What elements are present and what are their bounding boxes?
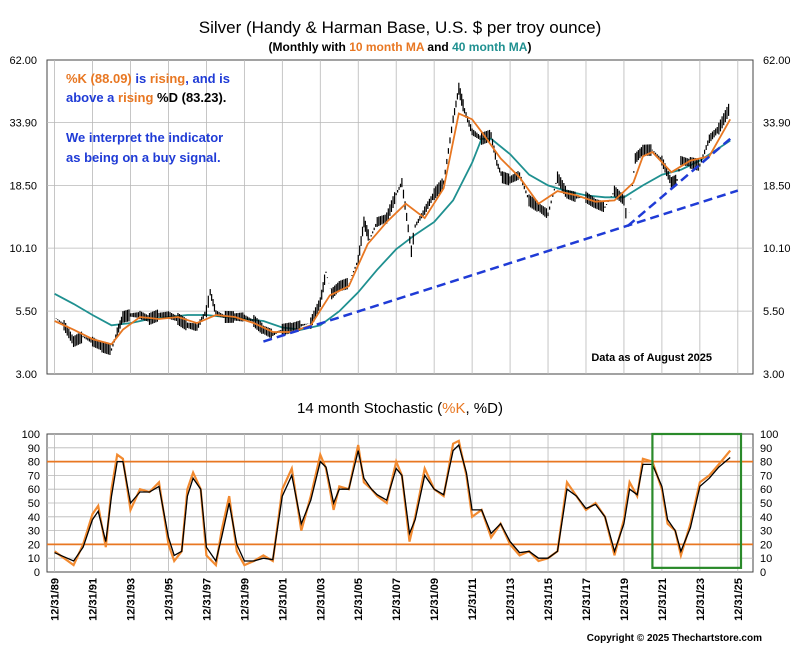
subtitle-middle: and: [424, 40, 452, 54]
stoch-y-tick-left-8: 80: [28, 457, 40, 469]
annotation-line-4: as being on a buy signal.: [66, 150, 221, 165]
stoch-title-prefix: 14 month Stochastic (: [297, 400, 442, 417]
annotation-line-3: We interpret the indicator: [66, 130, 223, 145]
copyright-text: Copyright © 2025 Thechartstore.com: [587, 633, 762, 644]
stoch-y-tick-right-3: 30: [760, 526, 772, 538]
stoch-x-tick-7: 12/31/03: [315, 578, 327, 621]
stoch-x-tick-16: 12/31/21: [657, 578, 669, 621]
price-y-tick-right-5: 62.00: [763, 55, 791, 67]
stoch-y-tick-right-10: 100: [760, 429, 778, 441]
stoch-y-tick-left-9: 90: [28, 443, 40, 455]
stoch-y-tick-left-6: 60: [28, 484, 40, 496]
annotation-block: %K (88.09) is rising, and is above a ris…: [66, 71, 230, 165]
price-y-tick-right-3: 18.50: [763, 180, 791, 192]
stoch-x-tick-11: 12/31/11: [467, 578, 479, 620]
annotation-d-value: %D (83.23).: [153, 90, 226, 105]
stoch-y-tick-left-2: 20: [28, 539, 40, 551]
stoch-y-tick-left-3: 30: [28, 526, 40, 538]
stoch-y-tick-left-5: 50: [28, 498, 40, 510]
stoch-x-tick-5: 12/31/99: [239, 578, 251, 621]
stoch-x-tick-1: 12/31/91: [88, 578, 100, 621]
short-term-trendline: [626, 137, 732, 227]
price-y-axis-labels: 3.00 3.00 5.50 5.50 10.10 10.10 18.50 18.50 33.9…: [9, 55, 790, 381]
price-y-tick-right-2: 10.10: [763, 243, 791, 255]
price-plot-area: [46, 59, 754, 375]
subtitle-ma10: 10 month MA: [349, 40, 425, 54]
stoch-y-tick-right-8: 80: [760, 457, 772, 469]
price-y-tick-left-5: 62.00: [9, 55, 37, 67]
stoch-y-tick-right-4: 40: [760, 512, 772, 524]
subtitle-ma40: 40 month MA: [452, 40, 528, 54]
annotation-above: above a: [66, 90, 118, 105]
stoch-title-suffix: ): [498, 400, 503, 417]
price-y-tick-left-3: 18.50: [9, 180, 37, 192]
stoch-y-tick-left-7: 70: [28, 470, 40, 482]
stoch-x-tick-15: 12/31/19: [619, 578, 631, 621]
subtitle-prefix: (Monthly with: [269, 40, 350, 54]
stoch-x-tick-10: 12/31/09: [429, 578, 441, 621]
stoch-y-tick-right-5: 50: [760, 498, 772, 510]
stoch-x-tick-2: 12/31/93: [126, 578, 138, 621]
stochastic-title: 14 month Stochastic (%K, %D): [297, 400, 503, 417]
stoch-x-tick-8: 12/31/05: [353, 578, 365, 621]
price-chart-subtitle: (Monthly with 10 month MA and 40 month M…: [269, 40, 532, 54]
annotation-rising-1: rising: [150, 71, 185, 86]
stoch-y-tick-right-9: 90: [760, 443, 772, 455]
long-term-trendline: [263, 189, 739, 343]
stoch-y-tick-right-2: 20: [760, 539, 772, 551]
price-y-tick-left-0: 3.00: [16, 369, 37, 381]
stoch-y-tick-right-1: 10: [760, 553, 772, 565]
annotation-k-value: %K (88.09): [66, 71, 132, 86]
stoch-y-tick-left-4: 40: [28, 512, 40, 524]
subtitle-suffix: ): [527, 40, 531, 54]
stoch-y-tick-right-6: 60: [760, 484, 772, 496]
price-chart-title: Silver (Handy & Harman Base, U.S. $ per …: [199, 18, 602, 37]
stoch-x-tick-18: 12/31/25: [733, 578, 745, 621]
price-series: [54, 82, 739, 356]
stoch-title-d: %D: [474, 400, 498, 417]
stoch-x-tick-6: 12/31/01: [277, 578, 289, 621]
stoch-x-tick-14: 12/31/17: [581, 578, 593, 621]
annotation-and-is: , and is: [185, 71, 230, 86]
data-date-note: Data as of August 2025: [591, 352, 712, 364]
stoch-title-k: %K: [442, 400, 465, 417]
stoch-y-tick-left-0: 0: [34, 567, 40, 579]
stoch-y-tick-right-0: 0: [760, 567, 766, 579]
price-y-tick-left-2: 10.10: [9, 243, 37, 255]
ma10-line: [54, 112, 731, 346]
price-y-tick-right-1: 5.50: [763, 306, 784, 318]
stoch-x-tick-3: 12/31/95: [163, 578, 175, 621]
annotation-rising-2: rising: [118, 90, 153, 105]
stoch-d-line: [54, 443, 731, 563]
stochastic-grid: [47, 434, 753, 572]
stoch-x-tick-13: 12/31/15: [543, 578, 555, 621]
price-y-tick-left-4: 33.90: [9, 118, 37, 130]
stoch-y-tick-left-10: 100: [22, 429, 40, 441]
stochastic-series: [53, 432, 743, 569]
stoch-y-tick-right-7: 70: [760, 470, 772, 482]
stochastic-x-axis-labels: 12/31/89 12/31/91 12/31/93 12/31/95 12/31/97…: [50, 578, 745, 621]
price-y-tick-right-0: 3.00: [763, 369, 784, 381]
annotation-line-1: %K (88.09) is rising, and is: [66, 71, 230, 86]
stoch-title-sep: ,: [465, 400, 473, 417]
stoch-x-tick-12: 12/31/13: [505, 578, 517, 621]
stoch-x-tick-17: 12/31/23: [695, 578, 707, 621]
price-y-tick-right-4: 33.90: [763, 118, 791, 130]
price-y-tick-left-1: 5.50: [16, 306, 37, 318]
highlight-box: [651, 432, 743, 569]
annotation-is: is: [132, 71, 150, 86]
annotation-line-2: above a rising %D (83.23).: [66, 90, 226, 105]
stoch-x-tick-9: 12/31/07: [391, 578, 403, 621]
stoch-y-tick-left-1: 10: [28, 553, 40, 565]
stoch-x-tick-0: 12/31/89: [50, 578, 62, 621]
stoch-x-tick-4: 12/31/97: [201, 578, 213, 621]
